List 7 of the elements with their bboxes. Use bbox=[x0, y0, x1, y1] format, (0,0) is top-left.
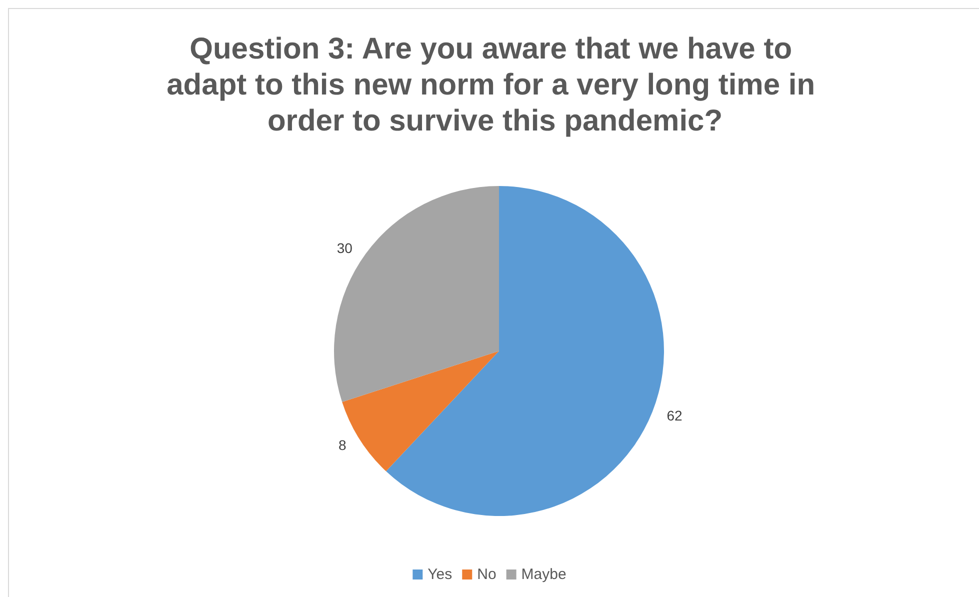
data-label: 62 bbox=[666, 407, 682, 424]
chart-title: Question 3: Are you aware that we have to adapt to this new norm for a very long time in order to survive this pandemic? bbox=[166, 32, 824, 138]
legend-label: No bbox=[477, 566, 496, 583]
data-label: 8 bbox=[338, 436, 346, 453]
legend-label: Yes bbox=[428, 566, 452, 583]
legend-label: Maybe bbox=[521, 566, 566, 583]
data-label: 30 bbox=[336, 240, 353, 256]
